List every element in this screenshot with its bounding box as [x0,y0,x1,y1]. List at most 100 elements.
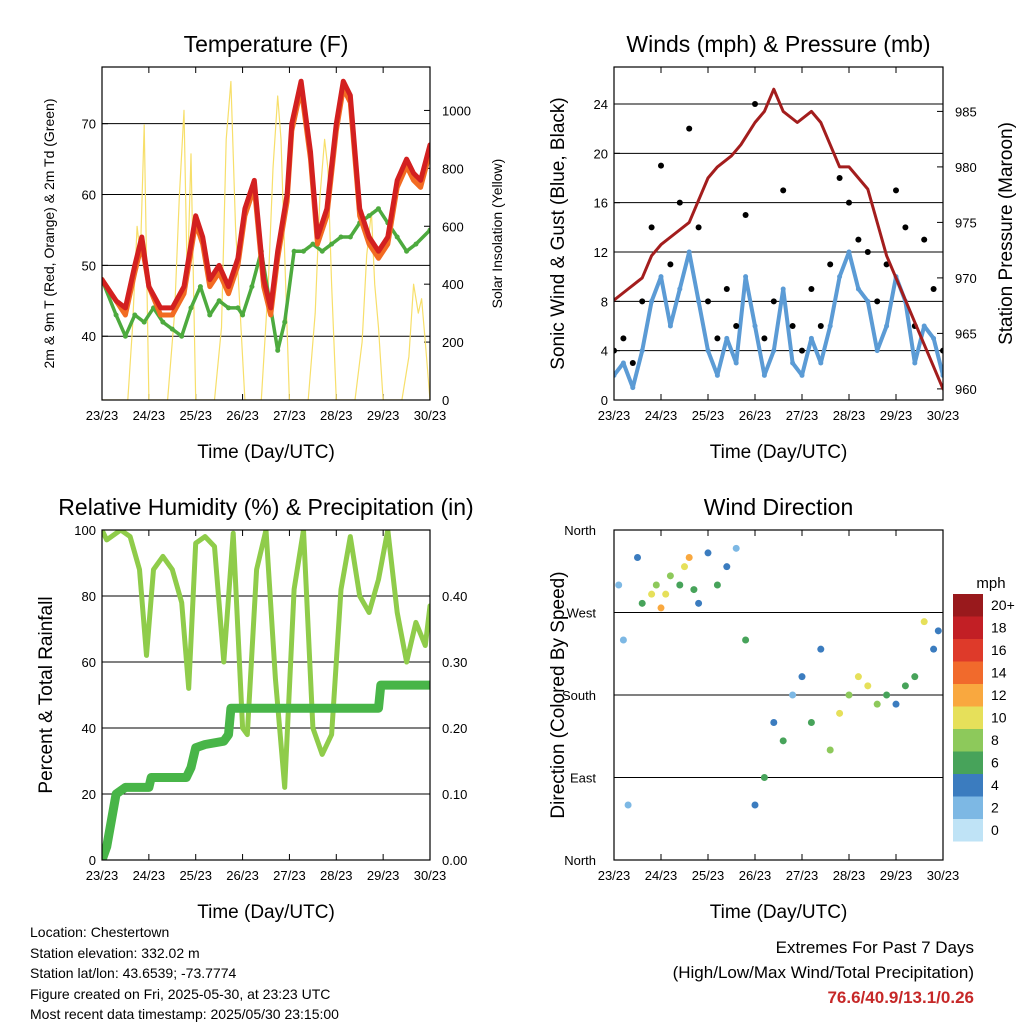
temperature-ytick-label: 50 [82,258,96,273]
winds-xlabel: Time (Day/UTC) [710,442,848,463]
winds-xtick-label: 23/23 [598,408,631,423]
colorbar-level-label: 16 [991,642,1007,658]
sonic-wind-point [696,298,702,304]
sonic-wind-point [771,348,777,354]
direction-point [742,636,750,644]
humidity-title: Relative Humidity (%) & Precipitation (i… [58,494,473,520]
colorbar-level-label: 12 [991,687,1007,703]
direction-frame [613,529,944,861]
direction-point [817,645,825,653]
humidity-frame [101,529,431,861]
winds-y2tick-label: 970 [955,271,977,286]
dewpoint-point [413,241,419,247]
dewpoint-point [188,305,194,311]
winds-y2tick-label: 960 [955,382,977,397]
gust-point [639,298,646,305]
colorbar-swatch [953,729,983,752]
dewpoint-point [122,333,128,339]
gust-point [761,335,768,342]
direction-point [662,590,670,598]
sonic-wind-point [931,335,937,341]
direction-xtick-label: 23/23 [598,868,631,883]
gust-point [648,224,655,231]
humidity-ylabel: Percent & Total Rainfall [36,596,57,793]
sonic-wind-point [884,323,890,329]
direction-point [723,563,731,571]
dewpoint-point [179,333,185,339]
dewpoint-point [338,234,344,240]
direction-point [681,563,688,571]
direction-point [779,737,787,745]
colorbar-swatch [953,684,983,707]
gust-point [723,286,730,292]
sonic-wind-point [912,360,918,366]
gust-point [855,236,862,243]
dewpoint-point [366,213,372,219]
dewpoint-point [160,319,166,325]
sonic-wind-point [808,335,814,341]
pressure-line [614,87,943,391]
direction-point [845,691,853,699]
sonic-wind-point [818,360,824,366]
winds-y2tick-label: 975 [955,215,977,230]
gust-point [658,162,664,169]
extremes-title: Extremes For Past 7 Days [775,938,974,957]
colorbar-swatch [953,819,983,842]
direction-xtick-label: 25/23 [692,868,725,883]
sonic-wind-point [649,298,655,304]
dewpoint-point [226,305,232,311]
temperature-y2tick-label: 1000 [442,103,471,118]
colorbar-level-label: 20+ [991,597,1015,613]
gust-point [780,187,787,194]
gust-point [667,261,674,268]
humidity-xtick-label: 28/23 [320,868,353,883]
temperature-xtick-label: 27/23 [273,408,306,423]
direction-ytick-label: North [564,853,596,868]
humidity-xtick-label: 25/23 [179,868,212,883]
colorbar-level-label: 4 [991,777,999,793]
sonic-wind-point [921,323,927,329]
temperature-y2tick-label: 200 [442,335,464,350]
figure-created: Figure created on Fri, 2025-05-30, at 23… [30,985,331,1002]
direction-point [920,618,928,626]
direction-point [930,645,938,653]
direction-point [695,599,703,607]
sonic-wind-point [790,360,796,366]
direction-point [934,627,942,635]
humidity-xtick-label: 29/23 [367,868,400,883]
winds-y2label: Station Pressure (Maroon) [996,122,1017,345]
dewpoint-point [240,312,246,318]
colorbar-level-label: 2 [991,800,999,816]
dewpoint-point [319,248,325,254]
dewpoint-point [291,248,297,254]
colorbar-level-label: 6 [991,755,999,771]
sonic-wind-point [639,348,645,354]
winds-frame [613,66,944,401]
humidity-xtick-label: 30/23 [414,868,447,883]
colorbar-swatch [953,751,983,774]
colorbar-level-label: 10 [991,710,1007,726]
temperature-xtick-label: 28/23 [320,408,353,423]
direction-point [911,673,919,681]
humidity-ytick-label: 60 [82,655,96,670]
winds-ytick-label: 0 [601,393,608,408]
colorbar-level-label: 18 [991,620,1007,636]
dewpoint-point [141,319,147,325]
gust-point [686,125,693,132]
direction-point [690,586,698,594]
sonic-wind-point [620,360,626,366]
direction-point [901,682,909,690]
sonic-wind-point [743,274,749,280]
temperature-xtick-label: 29/23 [367,408,400,423]
dewpoint-point [216,298,222,304]
winds-y2tick-label: 980 [955,160,977,175]
extremes-values: 76.6/40.9/13.1/0.26 [827,988,974,1007]
gust-point [799,347,805,354]
direction-point [760,774,768,781]
gust-point [705,298,711,305]
humidity-xtick-label: 23/23 [86,868,119,883]
direction-xlabel: Time (Day/UTC) [710,902,848,923]
temperature-ytick-label: 70 [82,117,96,132]
winds-ytick-label: 4 [601,344,608,359]
